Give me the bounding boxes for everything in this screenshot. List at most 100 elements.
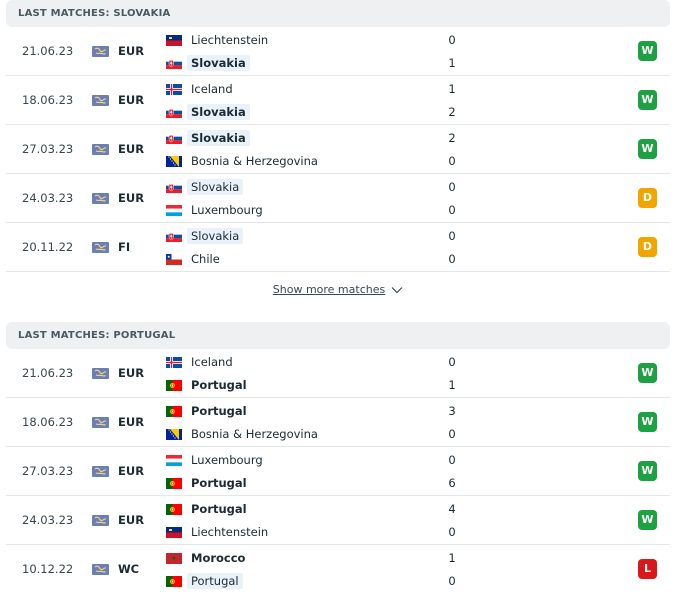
away-score: 0 [448,525,456,539]
portugal-last-matches: LAST MATCHES: PORTUGAL 21.06.23 EUR Icel… [6,322,670,594]
competition-flag-icon [92,417,109,428]
away-score: 1 [448,378,456,392]
chile-flag-icon [166,253,182,265]
home-team[interactable]: Luxembourg [166,451,267,469]
home-team[interactable]: Iceland [166,80,237,98]
away-team-name: Portugal [191,378,247,392]
match-row[interactable]: 18.06.23 EUR Portugal Bosnia & Herzegovi… [6,398,670,447]
home-score: 3 [448,404,456,418]
home-team[interactable]: Portugal [166,500,251,518]
home-team[interactable]: Iceland [166,353,237,371]
away-team[interactable]: Bosnia & Herzegovina [166,152,322,170]
competition-flag-icon [92,46,109,57]
result-badge: L [638,559,657,579]
away-team[interactable]: Slovakia [166,103,250,121]
away-team[interactable]: Slovakia [166,54,250,72]
chevron-down-icon [391,287,403,294]
slovakia-flag-icon [166,106,182,118]
home-team-name: Liechtenstein [191,33,269,47]
home-score: 1 [448,82,456,96]
match-row[interactable]: 20.11.22 FI Slovakia Chile 0 0 D [6,223,670,272]
competition-label: WC [118,562,140,576]
match-date: 27.03.23 [22,464,74,478]
slovakia-flag-icon [166,230,182,242]
away-team-name: Slovakia [187,104,250,120]
away-team[interactable]: Portugal [166,474,251,492]
match-row[interactable]: 27.03.23 EUR Luxembourg Portugal 0 6 W [6,447,670,496]
home-team-name: Luxembourg [191,453,263,467]
result-badge: D [638,188,657,208]
away-team-name: Portugal [191,476,247,490]
away-team-name: Bosnia & Herzegovina [191,427,318,441]
home-team-name: Iceland [191,82,233,96]
away-team[interactable]: Bosnia & Herzegovina [166,425,322,443]
competition-label: EUR [118,415,145,429]
bosnia-flag-icon [166,155,182,167]
competition-label: EUR [118,93,145,107]
match-row[interactable]: 24.03.23 EUR Portugal Liechtenstein 4 0 … [6,496,670,545]
match-date: 21.06.23 [22,44,74,58]
away-team[interactable]: Liechtenstein [166,523,272,541]
liechtenstein-flag-icon [166,526,182,538]
away-score: 0 [448,203,456,217]
competition-flag-icon [92,515,109,526]
away-team[interactable]: Portugal [166,572,243,590]
home-team-name: Portugal [191,502,247,516]
match-row[interactable]: 21.06.23 EUR Iceland Portugal 0 1 W [6,349,670,398]
liechtenstein-flag-icon [166,34,182,46]
match-row[interactable]: 21.06.23 EUR Liechtenstein Slovakia 0 1 … [6,27,670,76]
match-date: 21.06.23 [22,366,74,380]
home-score: 0 [448,453,456,467]
portugal-flag-icon [166,575,182,587]
home-score: 2 [448,131,456,145]
slovakia-last-matches: LAST MATCHES: SLOVAKIA 21.06.23 EUR Liec… [6,0,670,296]
home-team[interactable]: Slovakia [166,129,250,147]
home-team[interactable]: Portugal [166,402,251,420]
result-badge: W [638,510,657,530]
competition-flag-icon [92,368,109,379]
away-score: 1 [448,56,456,70]
portugal-flag-icon [166,379,182,391]
slovakia-flag-icon [166,132,182,144]
match-row[interactable]: 10.12.22 WC Morocco Portugal 1 0 L [6,545,670,594]
away-team-name: Luxembourg [191,203,263,217]
away-score: 0 [448,427,456,441]
competition-label: EUR [118,513,145,527]
home-team[interactable]: Slovakia [166,178,244,196]
competition-flag-icon [92,564,109,575]
portugal-flag-icon [166,405,182,417]
show-more-label: Show more matches [272,283,386,296]
away-team-name: Chile [191,252,220,266]
portugal-flag-icon [166,477,182,489]
match-row[interactable]: 27.03.23 EUR Slovakia Bosnia & Herzegovi… [6,125,670,174]
away-team[interactable]: Portugal [166,376,251,394]
away-score: 0 [448,154,456,168]
portugal-flag-icon [166,503,182,515]
away-team-name: Portugal [187,573,243,589]
away-team[interactable]: Luxembourg [166,201,267,219]
match-date: 24.03.23 [22,191,74,205]
home-score: 4 [448,502,456,516]
match-row[interactable]: 18.06.23 EUR Iceland Slovakia 1 2 W [6,76,670,125]
away-team-name: Liechtenstein [191,525,269,539]
away-score: 0 [448,252,456,266]
away-score: 2 [448,105,456,119]
home-team-name: Slovakia [187,179,244,195]
home-team[interactable]: Morocco [166,549,249,567]
home-team-name: Morocco [191,551,246,565]
away-team[interactable]: Chile [166,250,224,268]
home-team-name: Iceland [191,355,233,369]
match-date: 10.12.22 [22,562,74,576]
match-row[interactable]: 24.03.23 EUR Slovakia Luxembourg 0 0 D [6,174,670,223]
result-badge: W [638,139,657,159]
home-team-name: Slovakia [187,228,244,244]
competition-label: EUR [118,142,145,156]
home-team[interactable]: Liechtenstein [166,31,272,49]
show-more-matches-link[interactable]: Show more matches [6,283,670,296]
match-date: 27.03.23 [22,142,74,156]
home-team-name: Slovakia [187,130,250,146]
home-team[interactable]: Slovakia [166,227,244,245]
competition-flag-icon [92,95,109,106]
iceland-flag-icon [166,356,182,368]
competition-flag-icon [92,242,109,253]
